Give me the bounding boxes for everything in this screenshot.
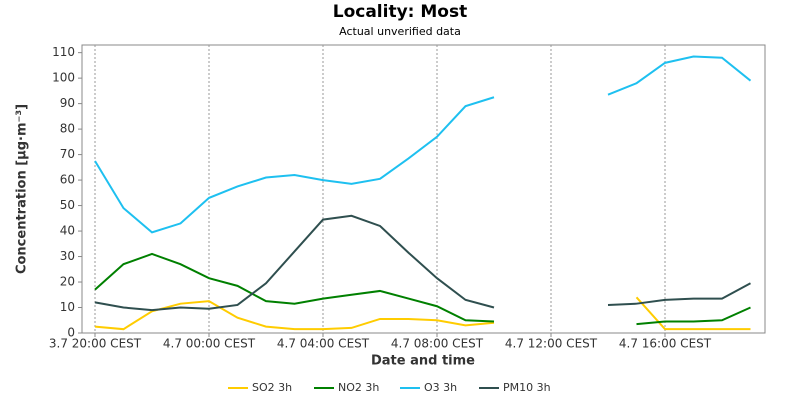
series-line [94, 214, 751, 312]
y-tick-label: 90 [60, 96, 75, 110]
x-tick-label: 4.7 16:00 CEST [619, 337, 712, 351]
y-tick-label: 30 [60, 249, 75, 263]
y-tick-label: 100 [52, 71, 75, 85]
y-tick-label: 70 [60, 147, 75, 161]
y-tick-label: 0 [67, 326, 75, 340]
y-tick-label: 10 [60, 300, 75, 314]
y-tick-label: 60 [60, 173, 75, 187]
x-tick-label: 4.7 08:00 CEST [391, 337, 484, 351]
legend-label: NO2 3h [338, 381, 379, 394]
y-tick-label: 50 [60, 198, 75, 212]
chart-subtitle: Actual unverified data [339, 25, 461, 38]
legend-label: SO2 3h [252, 381, 292, 394]
legend-label: O3 3h [424, 381, 457, 394]
y-tick-label: 110 [52, 45, 75, 59]
x-tick-label: 4.7 12:00 CEST [505, 337, 598, 351]
legend-label: PM10 3h [503, 381, 551, 394]
y-tick-label: 40 [60, 224, 75, 238]
series-line [94, 55, 752, 234]
x-tick-label: 4.7 04:00 CEST [277, 337, 370, 351]
y-axis-label: Concentration [µg·m⁻³] [15, 104, 30, 274]
plot-frame [81, 44, 766, 334]
chart-title: Locality: Most [333, 2, 467, 22]
series-line [94, 252, 751, 326]
x-axis-label: Date and time [371, 354, 475, 369]
y-tick-label: 80 [60, 122, 75, 136]
x-tick-label: 3.7 20:00 CEST [49, 337, 142, 351]
y-tick-label: 20 [60, 275, 75, 289]
x-tick-label: 4.7 00:00 CEST [163, 337, 256, 351]
